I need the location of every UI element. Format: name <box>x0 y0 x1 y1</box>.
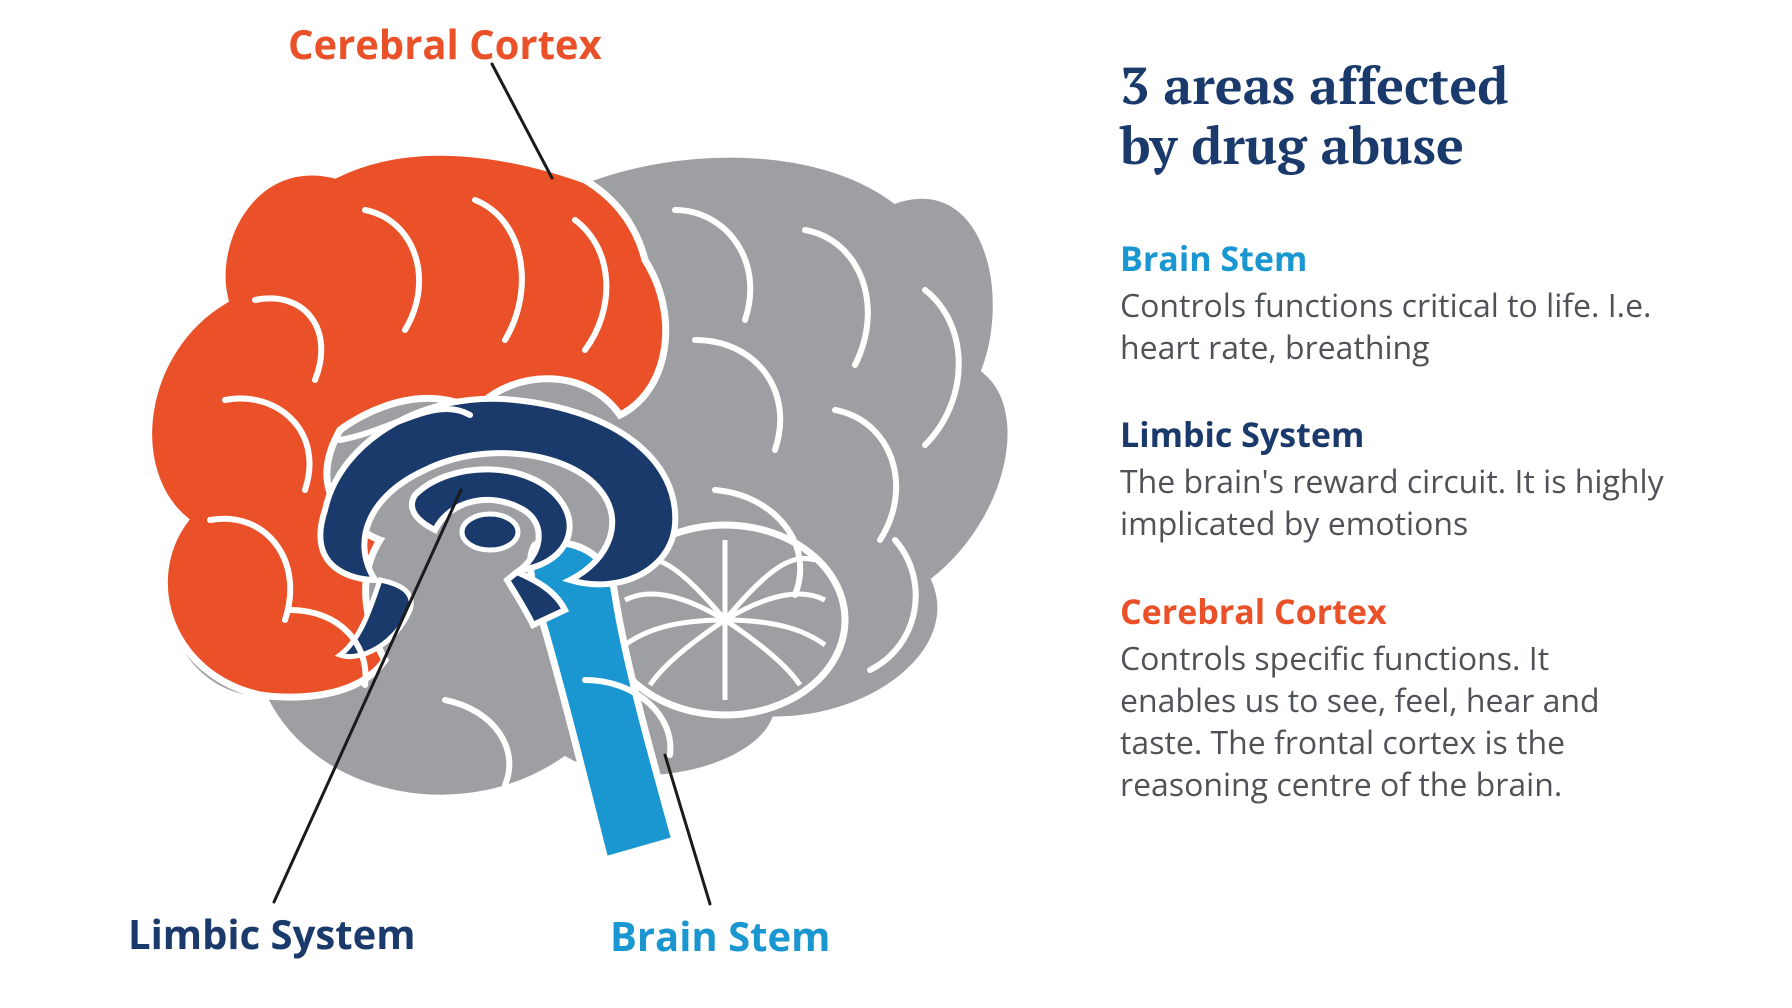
section-heading: Limbic System <box>1120 411 1670 457</box>
title-line-2: by drug abuse <box>1120 110 1464 179</box>
section-body: Controls functions critical to life. I.e… <box>1120 285 1670 369</box>
label-cerebral-cortex: Cerebral Cortex <box>288 16 602 71</box>
section-brain-stem: Brain Stem Controls functions critical t… <box>1120 235 1670 369</box>
infographic-title: 3 areas affected by drug abuse <box>1120 55 1670 175</box>
section-cerebral-cortex: Cerebral Cortex Controls specific functi… <box>1120 588 1670 807</box>
section-heading: Cerebral Cortex <box>1120 588 1670 634</box>
label-brain-stem: Brain Stem <box>610 908 830 963</box>
infographic-canvas: Cerebral Cortex Limbic System Brain Stem… <box>0 0 1792 1008</box>
section-body: Controls specific functions. It enables … <box>1120 638 1670 807</box>
section-limbic-system: Limbic System The brain's reward circuit… <box>1120 411 1670 545</box>
section-body: The brain's reward circuit. It is highly… <box>1120 461 1670 545</box>
section-heading: Brain Stem <box>1120 235 1670 281</box>
text-panel: 3 areas affected by drug abuse Brain Ste… <box>1120 55 1670 848</box>
title-line-1: 3 areas affected <box>1120 50 1508 119</box>
label-limbic-system: Limbic System <box>128 906 416 961</box>
